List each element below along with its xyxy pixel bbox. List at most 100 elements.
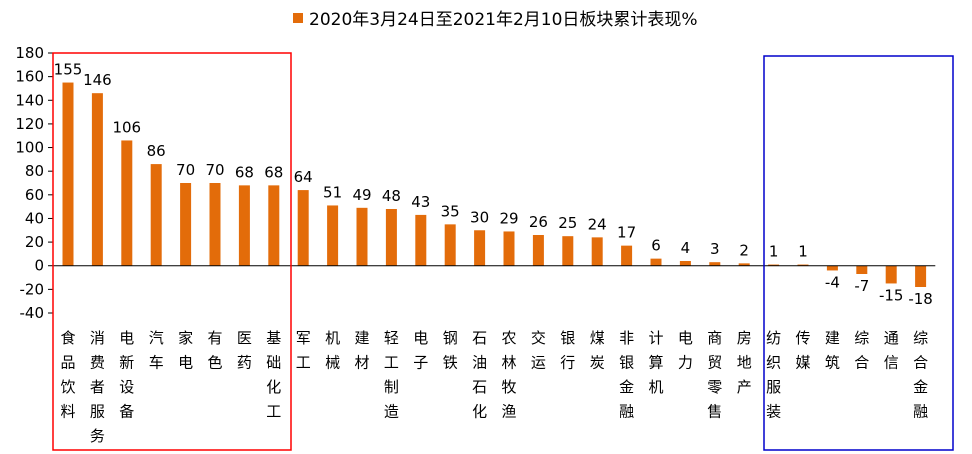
bar — [62, 82, 74, 266]
bars — [62, 82, 927, 287]
category-label: 房地产 — [737, 329, 752, 396]
data-label: 49 — [352, 186, 371, 204]
category-label: 建筑 — [825, 329, 840, 372]
data-label: -7 — [854, 277, 869, 295]
bar — [268, 185, 280, 266]
category-label: 银行 — [560, 329, 575, 372]
data-label: 17 — [617, 224, 636, 242]
bar — [885, 265, 897, 284]
bar — [532, 235, 544, 266]
bar — [356, 207, 368, 266]
bar — [327, 205, 339, 266]
y-tick-label: 60 — [25, 186, 44, 204]
y-tick-label: 140 — [15, 91, 44, 109]
category-label: 建材 — [354, 329, 369, 372]
category-label: 电子 — [413, 329, 428, 372]
category-label: 农林牧渔 — [501, 329, 516, 421]
category-label: 消费者服务 — [90, 329, 105, 445]
y-tick-label: 40 — [25, 209, 44, 227]
y-tick-label: 180 — [15, 44, 44, 62]
y-tick-label: 20 — [25, 233, 44, 251]
category-label: 军工 — [296, 329, 311, 372]
bar — [650, 258, 662, 266]
category-label: 综合金融 — [913, 329, 928, 421]
category-label: 轻工制造 — [384, 329, 399, 421]
bar — [738, 263, 750, 266]
y-tick-label: 100 — [15, 139, 44, 157]
bar — [474, 230, 486, 266]
data-label: 1 — [798, 243, 808, 261]
bar — [209, 183, 221, 266]
highlight-box — [52, 52, 292, 451]
bar — [915, 265, 927, 287]
bar — [562, 236, 574, 266]
data-label: 70 — [205, 161, 224, 179]
bar — [826, 265, 838, 271]
category-label: 综合 — [854, 329, 869, 372]
data-label: 1 — [769, 243, 779, 261]
bar — [91, 93, 103, 266]
category-label: 食品饮料 — [60, 329, 75, 421]
category-label: 纺织服装 — [766, 329, 781, 421]
category-label: 有色 — [207, 329, 222, 372]
category-label: 钢铁 — [443, 329, 458, 372]
bar — [180, 183, 192, 266]
data-label: 48 — [382, 187, 401, 205]
bar — [415, 214, 427, 266]
legend-swatch — [293, 13, 303, 23]
y-tick-label: 80 — [25, 162, 44, 180]
data-label: 146 — [83, 71, 112, 89]
data-label: 24 — [588, 215, 607, 233]
bar — [385, 209, 397, 266]
bar — [679, 261, 691, 266]
category-labels: 食品饮料消费者服务电新设备汽车家电有色医药基础化工军工机械建材轻工制造电子钢铁石… — [60, 329, 928, 445]
legend-entry: 2020年3月24日至2021年2月10日板块累计表现% — [309, 10, 698, 30]
data-label: 29 — [499, 209, 518, 227]
highlight-box — [763, 55, 954, 451]
data-label: 6 — [651, 237, 661, 255]
data-label: 30 — [470, 208, 489, 226]
category-label: 通信 — [884, 329, 899, 372]
category-label: 电力 — [678, 329, 693, 372]
data-label: -18 — [908, 290, 933, 308]
data-label: 64 — [294, 168, 313, 186]
y-tick-label: -20 — [20, 280, 45, 298]
bar — [121, 140, 133, 266]
legend: 2020年3月24日至2021年2月10日板块累计表现% — [293, 10, 698, 30]
bar — [768, 264, 780, 266]
category-label: 计算机 — [648, 329, 663, 396]
data-label: 70 — [176, 161, 195, 179]
data-label: 4 — [681, 239, 691, 257]
bar — [238, 185, 250, 266]
data-label: 35 — [441, 202, 460, 220]
category-label: 石油石化 — [472, 329, 487, 421]
category-label: 电新设备 — [119, 329, 134, 421]
category-label: 机械 — [325, 329, 340, 372]
data-label: 106 — [112, 118, 141, 136]
data-label: -4 — [825, 273, 840, 291]
category-label: 汽车 — [149, 329, 164, 372]
data-label: 155 — [54, 61, 83, 79]
category-label: 非银金融 — [619, 329, 634, 421]
y-tick-label: -40 — [20, 304, 45, 322]
data-label: 25 — [558, 214, 577, 232]
y-tick-label: 120 — [15, 115, 44, 133]
data-label: 43 — [411, 193, 430, 211]
category-label: 医药 — [237, 329, 252, 372]
bar — [797, 264, 809, 266]
data-label: -15 — [879, 286, 904, 304]
bar — [297, 190, 309, 266]
y-tick-label: 160 — [15, 68, 44, 86]
y-tick-label: 0 — [34, 257, 44, 275]
bar — [150, 164, 162, 266]
data-label: 68 — [264, 163, 283, 181]
bar — [621, 245, 633, 266]
category-label: 家电 — [178, 329, 193, 372]
data-label: 3 — [710, 240, 720, 258]
bar — [591, 237, 603, 266]
data-label: 51 — [323, 183, 342, 201]
category-label: 传媒 — [795, 329, 810, 372]
highlight-boxes — [52, 52, 954, 451]
